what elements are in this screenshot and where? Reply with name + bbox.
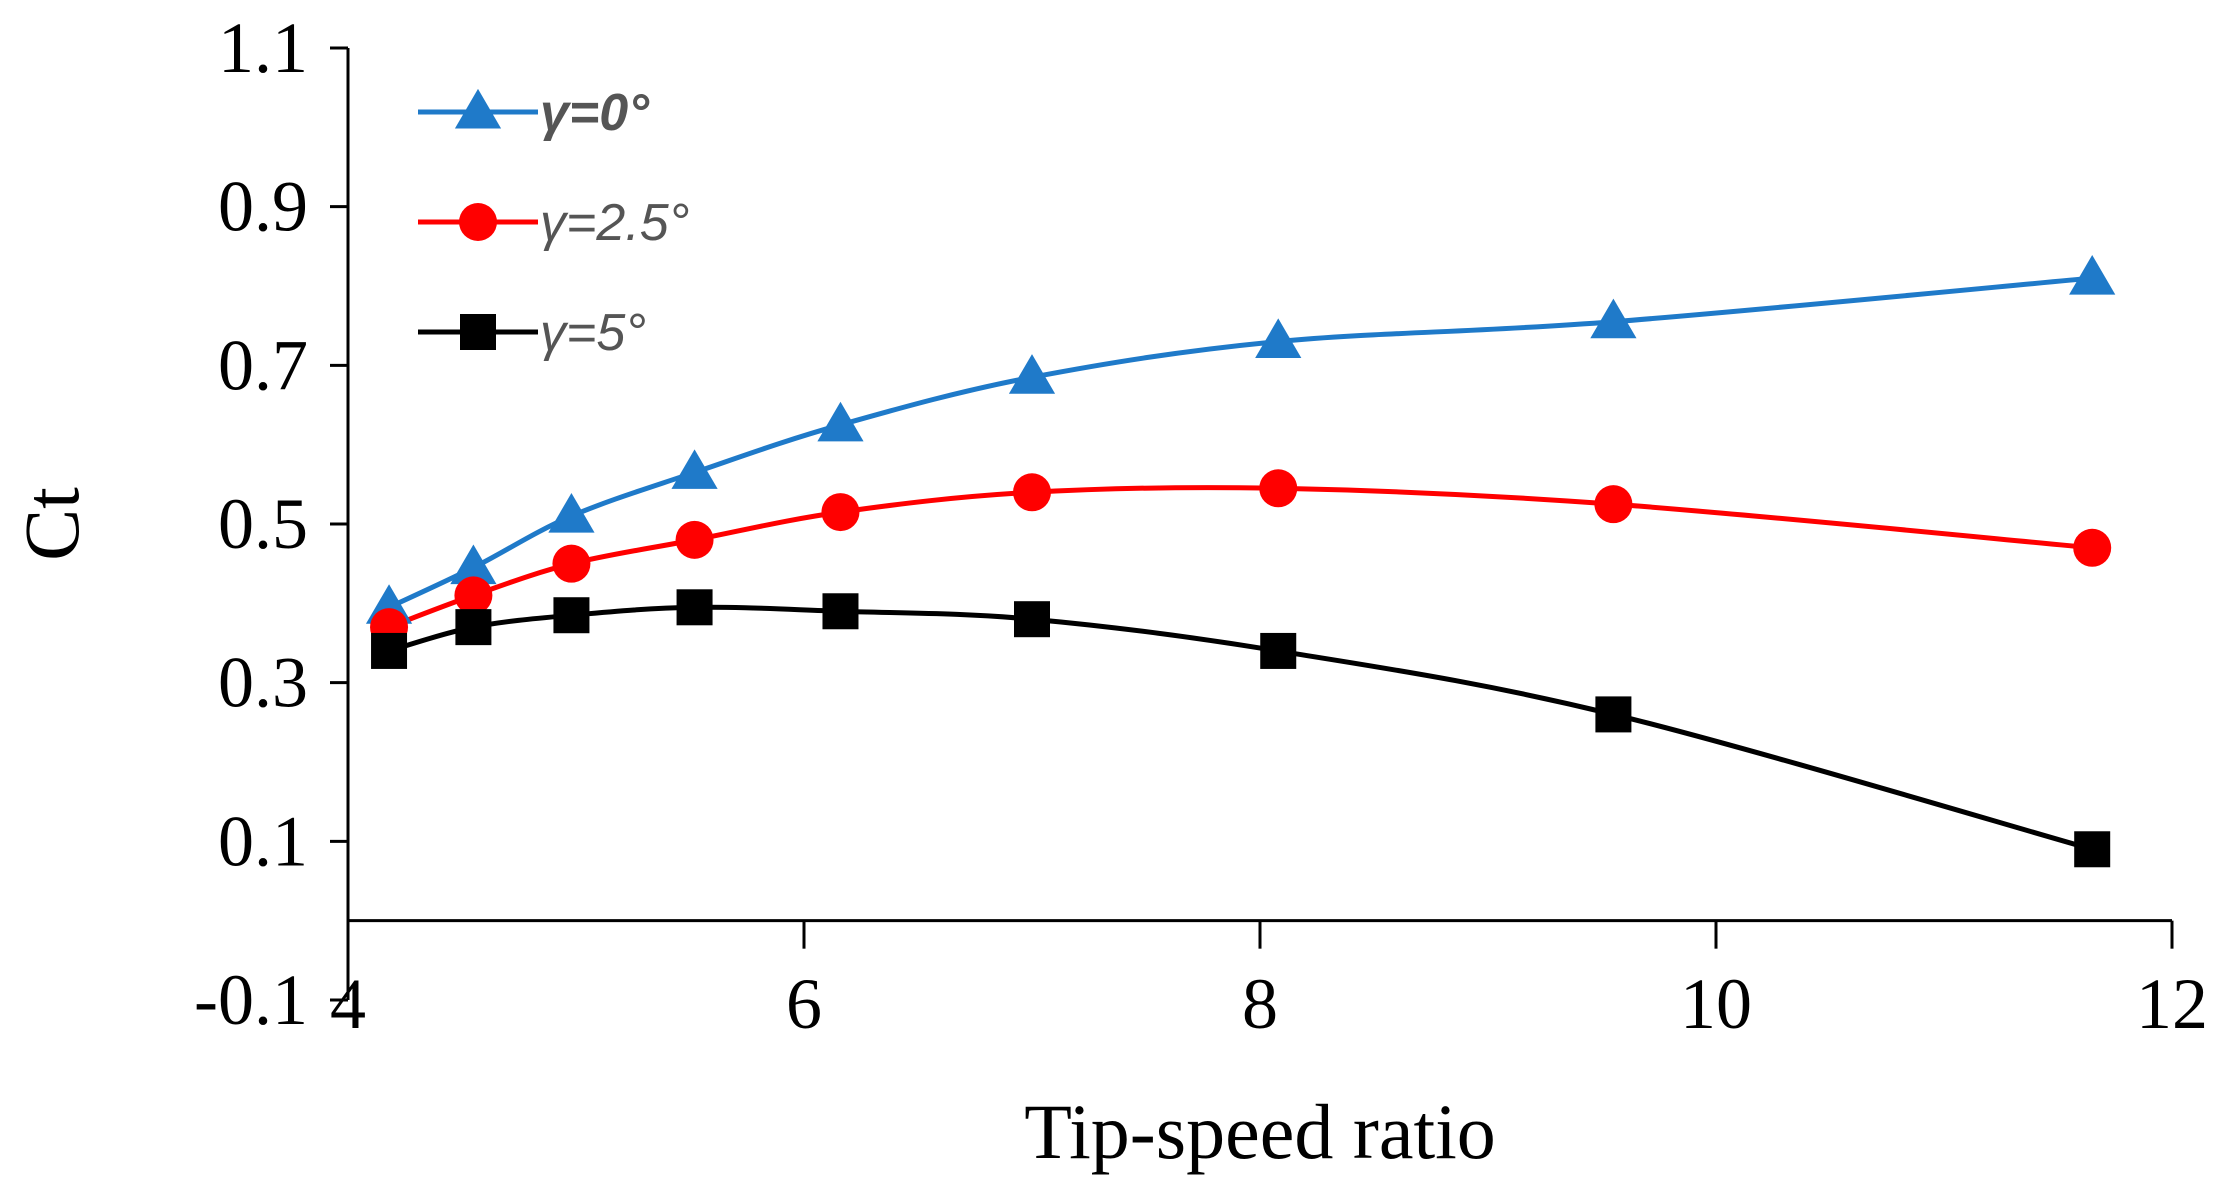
y-tick-label: 0.5	[218, 484, 308, 564]
y-axis-title: Ct	[8, 487, 95, 561]
legend-label-gamma-2-5: γ=2.5°	[540, 194, 689, 252]
data-point-gamma-0	[671, 449, 718, 489]
y-tick-label: 1.1	[218, 8, 308, 88]
axes: 1.1 0.9 0.7 0.5 0.3 0.1 -0.1 4 6 8 10 12	[194, 8, 2208, 1044]
x-axis-title: Tip-speed ratio	[1024, 1088, 1496, 1175]
legend: γ=0° γ=2.5° γ=5°	[418, 84, 689, 362]
data-point-gamma-5	[676, 589, 713, 626]
series-line-gamma-5	[388, 604, 2093, 852]
data-point-gamma-0	[548, 492, 595, 533]
data-point-gamma-0	[450, 544, 497, 585]
data-point-gamma-0	[1590, 298, 1637, 339]
data-point-gamma-2-5	[1594, 485, 1633, 524]
data-point-gamma-5	[1260, 632, 1297, 669]
y-tick-label: -0.1	[194, 960, 308, 1040]
data-point-gamma-0	[1255, 318, 1302, 359]
data-point-gamma-5	[1595, 696, 1632, 733]
series-lines	[387, 275, 2093, 852]
legend-marker-gamma-2-5	[459, 203, 497, 241]
data-point-gamma-2-5	[552, 544, 591, 583]
data-point-gamma-0	[817, 401, 864, 442]
data-point-gamma-2-5	[675, 520, 714, 559]
legend-label-gamma-0: γ=0°	[540, 84, 650, 142]
y-tick-label: 0.9	[218, 167, 308, 247]
x-tick-label: 6	[786, 964, 822, 1044]
series-markers	[365, 254, 2116, 868]
y-tick-label: 0.7	[218, 325, 308, 405]
legend-label-gamma-5: γ=5°	[540, 304, 646, 362]
data-point-gamma-0	[2069, 254, 2116, 295]
data-point-gamma-2-5	[1013, 473, 1051, 512]
series-line-gamma-2-5	[388, 485, 2093, 630]
data-point-gamma-5	[822, 593, 859, 630]
data-point-gamma-5	[371, 632, 408, 669]
x-tick-label: 10	[1680, 964, 1752, 1044]
x-tick-label: 4	[330, 964, 366, 1044]
data-point-gamma-5	[2074, 831, 2111, 868]
data-point-gamma-2-5	[1259, 469, 1298, 508]
x-tick-label: 8	[1242, 964, 1278, 1044]
data-point-gamma-2-5	[2073, 528, 2112, 567]
data-point-gamma-5	[1014, 601, 1050, 638]
data-point-gamma-5	[553, 597, 590, 634]
y-tick-label: 0.3	[218, 643, 308, 723]
data-point-gamma-5	[455, 609, 492, 646]
legend-marker-gamma-0	[454, 88, 502, 129]
y-tick-label: 0.1	[218, 801, 308, 881]
data-point-gamma-0	[1008, 354, 1056, 394]
legend-marker-gamma-5	[460, 314, 496, 350]
data-point-gamma-2-5	[821, 493, 860, 532]
x-tick-label: 12	[2136, 964, 2208, 1044]
data-point-gamma-2-5	[454, 576, 493, 615]
